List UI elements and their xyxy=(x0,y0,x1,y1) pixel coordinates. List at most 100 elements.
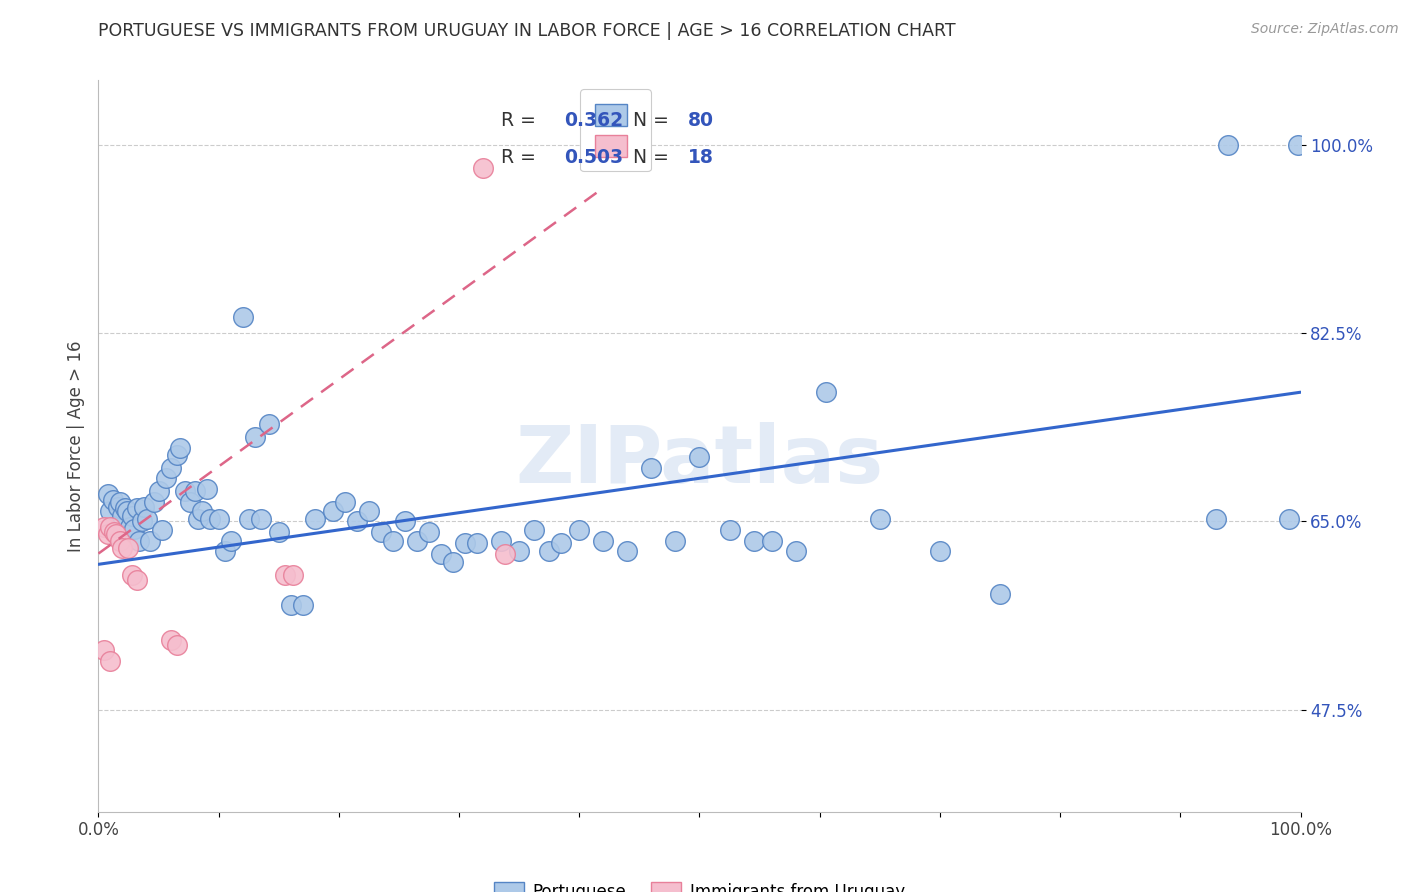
Point xyxy=(274,568,297,582)
Point xyxy=(988,587,1011,601)
Point xyxy=(1286,137,1309,152)
Point xyxy=(166,638,188,652)
Point xyxy=(489,533,512,548)
Point xyxy=(418,524,440,539)
Point xyxy=(121,568,143,582)
Point xyxy=(304,512,326,526)
Point xyxy=(111,508,134,523)
Point xyxy=(135,512,157,526)
Point xyxy=(103,524,125,539)
Point xyxy=(616,544,638,558)
Point xyxy=(125,574,148,588)
Point xyxy=(111,541,134,556)
Point xyxy=(357,503,380,517)
Point xyxy=(214,544,236,558)
Point xyxy=(742,533,765,548)
Point xyxy=(538,544,561,558)
Text: 18: 18 xyxy=(688,147,713,167)
Point xyxy=(191,503,214,517)
Point xyxy=(441,555,464,569)
Point xyxy=(93,643,115,657)
Point xyxy=(200,512,222,526)
Point xyxy=(107,500,129,515)
Point xyxy=(291,598,314,612)
Point xyxy=(97,487,120,501)
Point xyxy=(142,495,165,509)
Point xyxy=(100,503,122,517)
Point xyxy=(494,547,516,561)
Point xyxy=(93,519,115,533)
Text: ZIPatlas: ZIPatlas xyxy=(516,422,883,500)
Point xyxy=(280,598,302,612)
Point xyxy=(257,417,280,432)
Point xyxy=(108,495,131,509)
Point xyxy=(523,523,546,537)
Point xyxy=(114,501,136,516)
Point xyxy=(688,450,710,464)
Point xyxy=(219,533,242,548)
Point xyxy=(195,482,218,496)
Point xyxy=(928,544,950,558)
Point xyxy=(100,654,122,668)
Point xyxy=(121,508,143,523)
Point xyxy=(117,541,139,556)
Point xyxy=(454,536,477,550)
Point xyxy=(1205,512,1227,526)
Point xyxy=(208,512,231,526)
Point xyxy=(105,527,128,541)
Point xyxy=(785,544,807,558)
Text: Source: ZipAtlas.com: Source: ZipAtlas.com xyxy=(1251,22,1399,37)
Point xyxy=(568,523,591,537)
Point xyxy=(283,568,305,582)
Point xyxy=(118,519,141,533)
Point xyxy=(104,519,127,533)
Point xyxy=(108,533,131,548)
Point xyxy=(179,495,201,509)
Point xyxy=(97,527,120,541)
Point xyxy=(174,484,197,499)
Point xyxy=(159,460,181,475)
Point xyxy=(370,524,392,539)
Text: R =: R = xyxy=(501,111,541,130)
Point xyxy=(232,310,254,324)
Point xyxy=(465,536,488,550)
Point xyxy=(664,533,686,548)
Point xyxy=(124,522,146,536)
Point xyxy=(430,547,453,561)
Text: 0.362: 0.362 xyxy=(564,111,623,130)
Text: PORTUGUESE VS IMMIGRANTS FROM URUGUAY IN LABOR FORCE | AGE > 16 CORRELATION CHAR: PORTUGUESE VS IMMIGRANTS FROM URUGUAY IN… xyxy=(98,22,956,40)
Point xyxy=(132,500,155,515)
Point xyxy=(267,524,290,539)
Point xyxy=(394,514,416,528)
Point xyxy=(187,512,209,526)
Point xyxy=(869,512,891,526)
Point xyxy=(238,512,260,526)
Point xyxy=(1218,137,1240,152)
Point xyxy=(169,441,191,455)
Point xyxy=(117,503,139,517)
Point xyxy=(159,632,181,647)
Point xyxy=(761,533,783,548)
Point xyxy=(101,492,124,507)
Point xyxy=(125,501,148,516)
Point xyxy=(155,471,177,485)
Point xyxy=(166,448,188,462)
Point xyxy=(550,536,572,550)
Text: R =: R = xyxy=(501,147,541,167)
Text: 80: 80 xyxy=(688,111,713,130)
Y-axis label: In Labor Force | Age > 16: In Labor Force | Age > 16 xyxy=(66,340,84,552)
Point xyxy=(472,161,495,176)
Point xyxy=(381,533,404,548)
Point xyxy=(322,503,344,517)
Point xyxy=(333,495,356,509)
Point xyxy=(100,519,122,533)
Point xyxy=(718,523,741,537)
Point xyxy=(150,523,173,537)
Point xyxy=(139,533,162,548)
Text: N =: N = xyxy=(633,111,675,130)
Point xyxy=(346,514,368,528)
Point xyxy=(148,484,170,499)
Point xyxy=(814,385,837,400)
Point xyxy=(640,460,662,475)
Text: N =: N = xyxy=(633,147,675,167)
